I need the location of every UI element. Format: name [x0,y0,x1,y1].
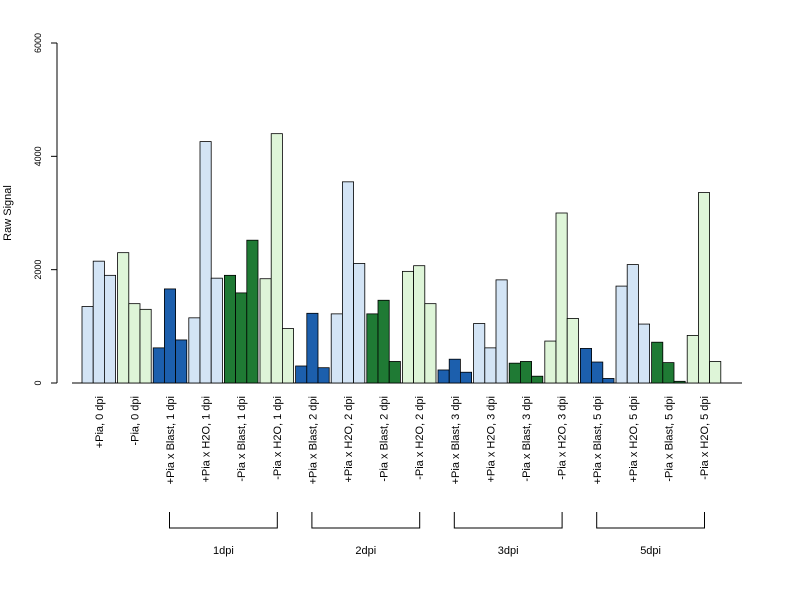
bar [188,317,201,384]
bar [566,317,579,384]
x-tick-labels: +Pia, 0 dpi -Pia, 0 dpi +Pia x Blast, 1 dp… [94,396,711,484]
bar [626,264,639,384]
x-tick-label: -Pia x H2O, 3 dpi [557,396,569,480]
group-bracket [169,512,278,529]
bar [473,323,486,384]
bar [709,361,722,384]
bar [317,367,330,384]
bar [651,341,664,384]
bar [223,274,236,384]
bar [246,239,259,384]
bar [104,274,117,384]
y-tick-label: 6000 [33,33,43,53]
bar [544,340,557,384]
group-brackets: 1dpi 2dpi 3dpi 5dpi [169,512,705,557]
bar [531,375,544,384]
x-tick-label: -Pia x H2O, 5 dpi [699,396,711,480]
bar [235,292,248,384]
bar [591,361,604,384]
bar [128,303,141,384]
bar [673,380,686,384]
bar [615,285,628,384]
group-label: 2dpi [355,545,376,557]
x-tick-label: +Pia x Blast, 3 dpi [450,396,462,484]
x-tick-label: -Pia x H2O, 2 dpi [414,396,426,480]
x-tick-label: +Pia x H2O, 5 dpi [628,396,640,483]
bar [413,265,426,384]
bar [270,133,283,384]
bar [698,192,711,384]
bar [580,348,593,384]
bars [81,133,722,384]
group-bracket [453,512,563,529]
x-tick-label: +Pia x H2O, 3 dpi [485,396,497,483]
y-axis-label: Raw Signal [2,185,14,241]
group-label: 1dpi [213,545,234,557]
x-tick-label: -Pia x Blast, 1 dpi [236,396,248,482]
group-label: 5dpi [640,545,661,557]
x-tick-label: +Pia x H2O, 2 dpi [343,396,355,483]
x-tick-label: +Pia x Blast, 2 dpi [307,396,319,484]
bar [259,278,272,384]
x-tick-label: +Pia x Blast, 1 dpi [165,396,177,484]
bar [686,334,699,384]
bar [92,260,105,384]
bar [508,362,521,384]
bar [152,347,165,384]
bar [484,347,497,384]
bar [495,279,508,384]
bar [448,358,461,384]
bar [306,312,319,384]
x-tick-label: +Pia x Blast, 5 dpi [592,396,604,484]
bar [377,299,390,384]
bar [520,361,533,384]
bar [139,308,152,384]
bar [341,181,354,384]
bar [199,141,212,384]
x-tick-label: -Pia x Blast, 3 dpi [521,396,533,482]
bar [401,270,414,384]
bar [281,328,294,384]
bar [437,369,450,384]
x-tick-label: +Pia x H2O, 1 dpi [201,396,213,483]
x-tick-label: -Pia, 0 dpi [129,396,141,446]
group-label: 3dpi [498,545,519,557]
x-tick-label: +Pia, 0 dpi [94,396,106,448]
group-bracket [311,512,421,529]
x-tick-label: -Pia x H2O, 1 dpi [272,396,284,480]
x-tick-label: -Pia x Blast, 5 dpi [663,396,675,482]
bar [602,378,615,384]
y-tick-label: 2000 [33,260,43,280]
bar [81,306,94,384]
bar [424,303,437,384]
bar [295,365,308,384]
bar [638,323,651,384]
bar [175,339,188,384]
bar [662,362,675,384]
bar [388,361,401,384]
x-tick-label: -Pia x Blast, 2 dpi [379,396,391,482]
bar [459,371,472,384]
y-axis: 0 2000 4000 6000 [33,33,58,386]
bar [555,212,568,384]
bar [117,252,130,384]
bar [353,263,366,384]
group-bracket [596,512,705,529]
bar [163,288,176,384]
y-tick-label: 0 [33,380,43,385]
y-tick-label: 4000 [33,146,43,166]
bar [330,313,343,384]
bar [366,313,379,384]
bar [210,277,223,384]
